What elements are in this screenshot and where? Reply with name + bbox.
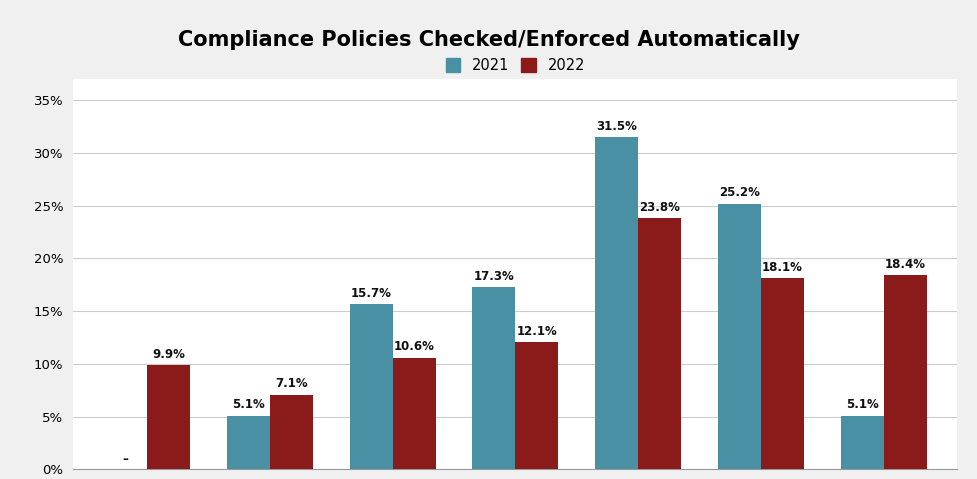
Text: 23.8%: 23.8%	[639, 201, 680, 214]
Legend: 2021, 2022: 2021, 2022	[443, 55, 588, 76]
Bar	[473, 287, 516, 469]
Text: –: –	[122, 453, 128, 466]
Bar	[595, 137, 638, 469]
Text: 18.4%: 18.4%	[885, 258, 926, 271]
Bar	[761, 278, 804, 469]
Bar	[350, 304, 393, 469]
Text: 18.1%: 18.1%	[762, 261, 803, 274]
Bar	[516, 342, 558, 469]
Bar	[227, 416, 270, 469]
Bar	[841, 416, 884, 469]
Text: 15.7%: 15.7%	[351, 286, 392, 299]
Text: 10.6%: 10.6%	[394, 341, 435, 354]
Text: 5.1%: 5.1%	[846, 399, 878, 411]
Bar	[718, 204, 761, 469]
Bar	[638, 218, 681, 469]
Text: Compliance Policies Checked/Enforced Automatically: Compliance Policies Checked/Enforced Aut…	[178, 30, 799, 49]
Text: 9.9%: 9.9%	[152, 348, 185, 361]
Text: 25.2%: 25.2%	[719, 186, 760, 199]
Bar	[147, 365, 190, 469]
Text: 31.5%: 31.5%	[596, 120, 637, 133]
Text: 5.1%: 5.1%	[232, 399, 265, 411]
Text: 7.1%: 7.1%	[275, 377, 308, 390]
Text: 17.3%: 17.3%	[474, 270, 514, 283]
Text: 12.1%: 12.1%	[517, 325, 557, 338]
Bar	[393, 358, 436, 469]
Bar	[270, 395, 313, 469]
Bar	[884, 275, 927, 469]
